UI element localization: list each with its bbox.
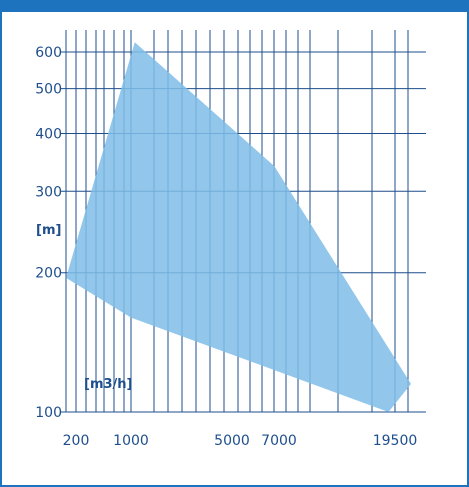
- x-tick-labels: 200 1000 5000 7000 19500: [63, 433, 418, 449]
- y-tick-label: 200: [35, 266, 62, 282]
- x-tick-label: 7000: [261, 433, 297, 449]
- y-tick-label: 400: [35, 126, 62, 142]
- x-tick-label: 5000: [214, 433, 250, 449]
- x-tick-label: 1000: [113, 433, 149, 449]
- y-tick-label: 500: [35, 82, 62, 98]
- x-axis-label: [m3/h]: [84, 377, 132, 392]
- y-tick-label: 600: [35, 45, 62, 61]
- performance-region: [66, 42, 411, 413]
- y-tick-labels: 100 200 300 400 500 600: [35, 45, 62, 421]
- x-tick-label: 19500: [373, 433, 418, 449]
- x-tick-label: 200: [63, 433, 90, 449]
- y-tick-label: 300: [35, 184, 62, 200]
- y-tick-label: 100: [35, 405, 62, 421]
- y-axis-label: [m]: [36, 223, 61, 238]
